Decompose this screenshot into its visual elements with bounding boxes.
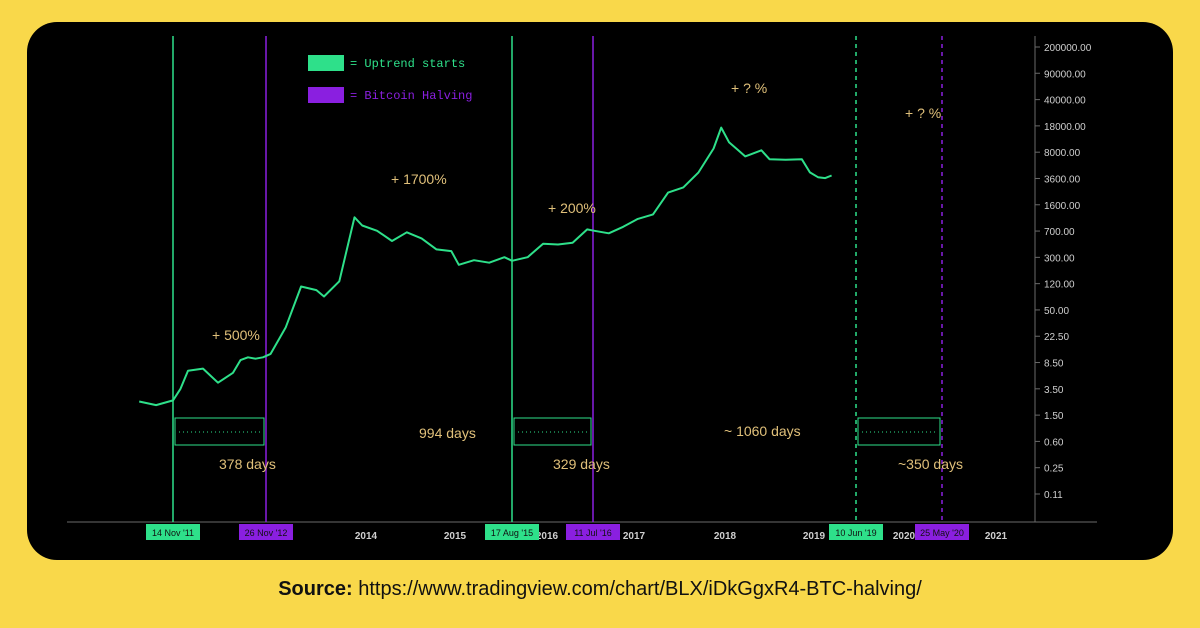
gain-annotation: + 1700% [391, 171, 447, 187]
event-date-badge-bg [146, 524, 200, 540]
price-tick-label: 18000.00 [1044, 122, 1086, 133]
source-url[interactable]: https://www.tradingview.com/chart/BLX/iD… [358, 578, 922, 600]
event-date-badge: 25 May '20 [915, 524, 969, 540]
price-tick-label: 0.25 [1044, 464, 1064, 475]
price-series [138, 126, 832, 407]
year-tick-label: 2018 [714, 531, 737, 542]
interval-box [857, 417, 941, 446]
event-lines: 14 Nov '11 26 Nov '12 17 Aug '15 11 Jul '16… [146, 36, 969, 540]
interval-box [174, 417, 265, 446]
price-tick-label: 300.00 [1044, 253, 1075, 264]
source-label: Source: [278, 578, 353, 600]
legend-swatch [308, 55, 344, 71]
btc-halving-chart: 200000.00 90000.00 40000.00 18000.00 8000.00… [67, 36, 1097, 542]
interval-annotation: 378 days [219, 456, 276, 472]
price-tick-label: 8.50 [1044, 359, 1064, 370]
price-tick-label: 40000.00 [1044, 96, 1086, 107]
event-date-badge: 10 Jun '19 [829, 524, 883, 540]
event-date-label: 26 Nov '12 [245, 528, 288, 538]
price-tick-label: 0.60 [1044, 437, 1064, 448]
price-tick-label: 120.00 [1044, 280, 1075, 291]
year-tick-label: 2015 [444, 531, 467, 542]
chart-panel: 200000.00 90000.00 40000.00 18000.00 8000.00… [27, 22, 1173, 560]
year-tick-label: 2017 [623, 531, 646, 542]
event-date-label: 10 Jun '19 [835, 528, 876, 538]
legend-label: = Bitcoin Halving [350, 89, 472, 103]
price-tick-label: 22.50 [1044, 332, 1069, 343]
price-tick-label: 700.00 [1044, 227, 1075, 238]
year-tick-label: 2019 [803, 531, 826, 542]
price-tick-label: 90000.00 [1044, 69, 1086, 80]
event-date-badge: 17 Aug '15 [485, 524, 539, 540]
event-date-label: 14 Nov '11 [152, 528, 194, 538]
event-date-badge-bg [915, 524, 969, 540]
event-date-badge-bg [566, 524, 620, 540]
year-tick-label: 2014 [355, 531, 378, 542]
price-tick-label: 1.50 [1044, 411, 1064, 422]
source-caption: Source: https://www.tradingview.com/char… [0, 578, 1200, 601]
legend-swatch [308, 87, 344, 103]
event-date-badge-bg [829, 524, 883, 540]
event-date-label: 25 May '20 [920, 528, 964, 538]
price-tick-label: 1600.00 [1044, 201, 1081, 212]
price-tick-label: 3600.00 [1044, 174, 1081, 185]
gain-annotation: + ? % [731, 80, 767, 96]
chart-axes: 200000.00 90000.00 40000.00 18000.00 8000.00… [67, 36, 1097, 542]
price-tick-label: 0.11 [1044, 490, 1063, 501]
price-tick-label: 8000.00 [1044, 148, 1081, 159]
interval-annotation: ~350 days [898, 456, 963, 472]
price-tick-label: 200000.00 [1044, 43, 1092, 54]
chart-annotations: + 500% + 1700% + 200% + ? % + ? % 378 days 994… [212, 80, 963, 472]
gain-annotation: + 200% [548, 200, 596, 216]
price-tick-label: 3.50 [1044, 385, 1064, 396]
year-tick-label: 2016 [536, 531, 559, 542]
event-date-badge: 26 Nov '12 [239, 524, 293, 540]
interval-boxes [174, 417, 941, 446]
gain-annotation: + ? % [905, 105, 941, 121]
year-tick-label: 2021 [985, 531, 1008, 542]
interval-box [513, 417, 592, 446]
chart-legend: = Uptrend starts = Bitcoin Halving [308, 55, 472, 103]
btc-price-line [138, 126, 832, 407]
event-date-badge: 11 Jul '16 [566, 524, 620, 540]
event-date-badge: 14 Nov '11 [146, 524, 200, 540]
event-date-label: 17 Aug '15 [491, 528, 533, 538]
event-date-badge-bg [239, 524, 293, 540]
gain-annotation: + 500% [212, 327, 260, 343]
year-tick-label: 2020 [893, 531, 916, 542]
interval-annotation: 329 days [553, 456, 610, 472]
interval-annotation: 994 days [419, 425, 476, 441]
price-tick-label: 50.00 [1044, 306, 1069, 317]
event-date-badge-bg [485, 524, 539, 540]
event-date-label: 11 Jul '16 [574, 528, 612, 538]
legend-label: = Uptrend starts [350, 57, 465, 71]
interval-annotation: ~ 1060 days [724, 423, 801, 439]
